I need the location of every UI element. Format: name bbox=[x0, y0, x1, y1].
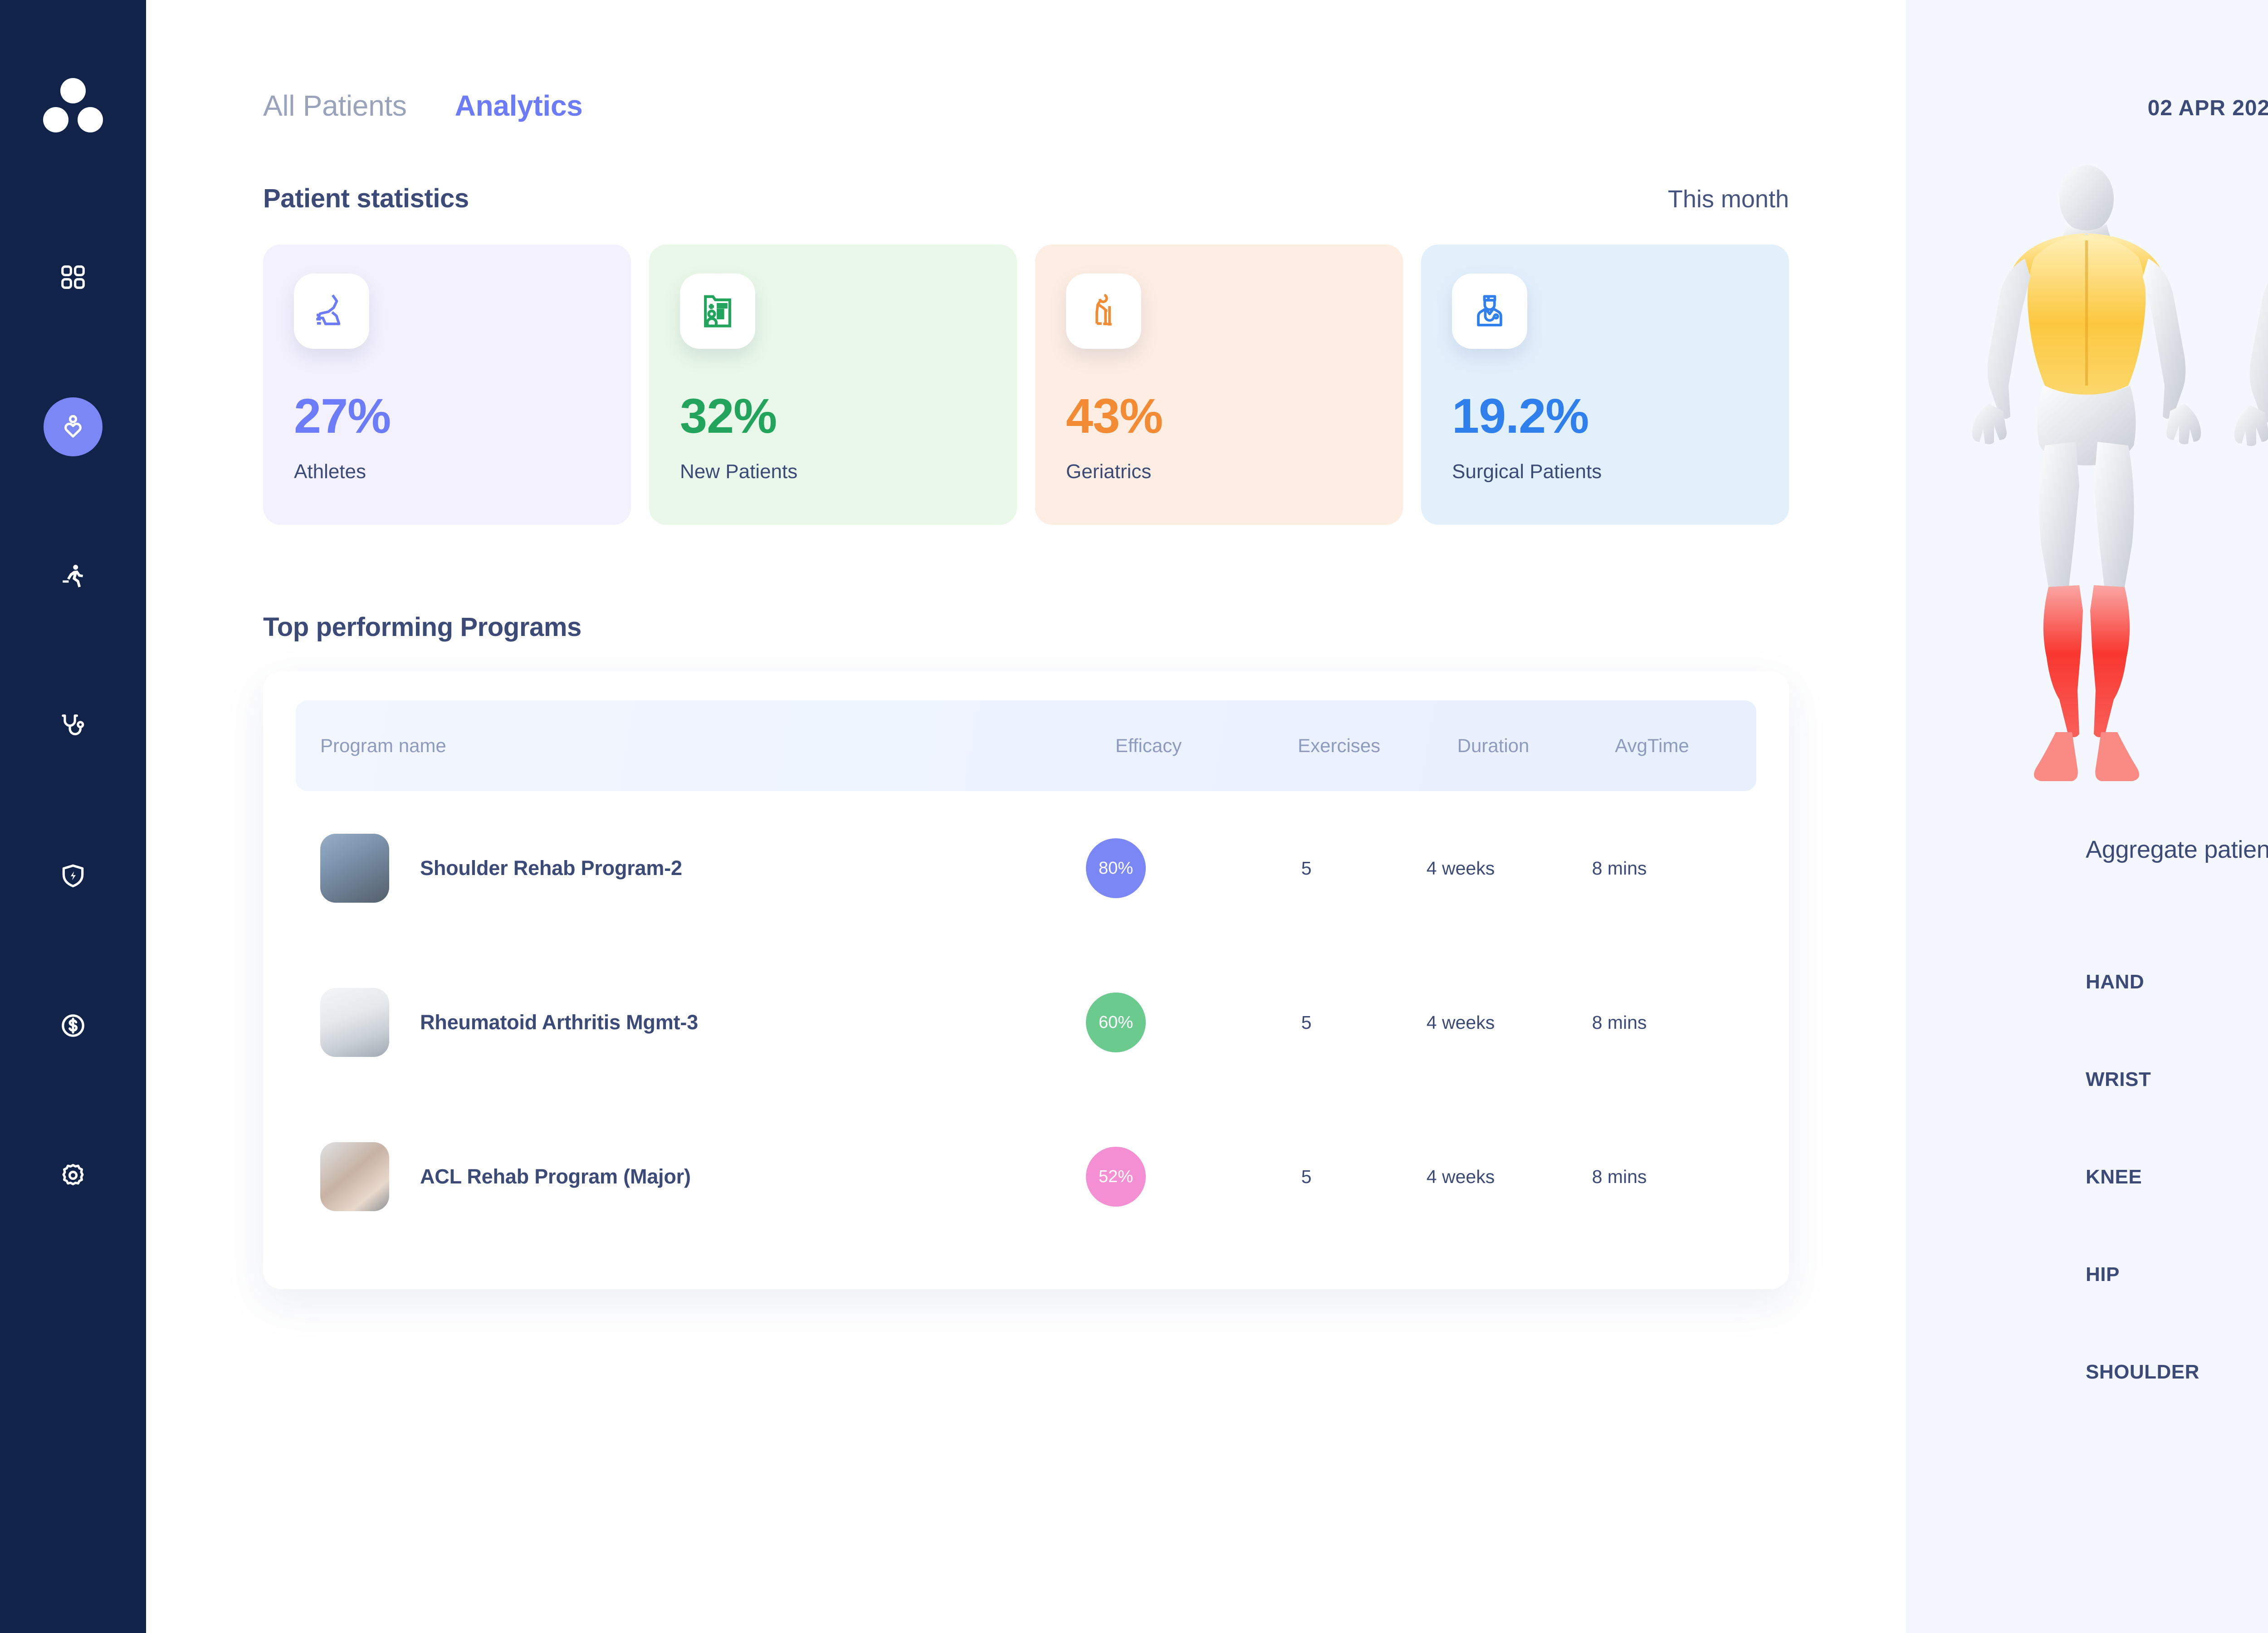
stat-card-athletes[interactable]: 27% Athletes bbox=[263, 244, 631, 525]
column-header-duration: Duration bbox=[1457, 735, 1530, 756]
patient-statistics-header: Patient statistics This month bbox=[146, 183, 1906, 214]
stat-value: 19.2% bbox=[1452, 388, 1589, 443]
stat-card-list: 27% Athletes 32% New Patients bbox=[146, 244, 1906, 525]
programs-table-card: Program name Efficacy Exercises Duration… bbox=[263, 671, 1789, 1289]
page-title: Patient statistics bbox=[263, 184, 469, 213]
column-header-efficacy: Efficacy bbox=[1115, 735, 1182, 756]
pain-region-label: HIP bbox=[2086, 1263, 2120, 1286]
shield-bolt-icon bbox=[62, 864, 84, 888]
table-row[interactable]: Shoulder Rehab Program-2 80% 5 4 weeks 8… bbox=[263, 791, 1789, 945]
column-header-exercises: Exercises bbox=[1297, 735, 1381, 756]
tab-bar: All Patients Analytics bbox=[146, 0, 1906, 122]
stat-card-surgical-patients[interactable]: 19.2% Surgical Patients bbox=[1421, 244, 1789, 525]
stat-card-geriatrics[interactable]: 43% Geriatrics bbox=[1035, 244, 1403, 525]
three-dots-logo[interactable] bbox=[41, 77, 105, 141]
exercises-value: 5 bbox=[1301, 1166, 1312, 1187]
duration-value: 4 weeks bbox=[1426, 1166, 1495, 1187]
knee-brace-icon bbox=[316, 294, 341, 325]
column-header-avgtime: AvgTime bbox=[1615, 735, 1689, 756]
list-item: HAND 5% bbox=[2086, 971, 2268, 993]
avgtime-value: 8 mins bbox=[1592, 857, 1647, 879]
stat-icon-wrapper bbox=[1452, 274, 1527, 349]
right-panel: 02 APR 2021 bbox=[1906, 0, 2268, 1633]
logo-dot-top bbox=[60, 78, 86, 103]
period-selector[interactable]: This month bbox=[1667, 186, 1789, 213]
walking-person-icon bbox=[63, 565, 83, 587]
duration-value: 4 weeks bbox=[1426, 1012, 1495, 1033]
elderly-cane-icon bbox=[1095, 293, 1112, 326]
stat-label: Geriatrics bbox=[1066, 460, 1152, 483]
efficacy-badge: 80% bbox=[1086, 838, 1146, 898]
table-row[interactable]: ACL Rehab Program (Major) 52% 5 4 weeks … bbox=[263, 1100, 1789, 1254]
list-item: SHOULDER 15% bbox=[2086, 1361, 2268, 1384]
list-item: WRIST 9% bbox=[2086, 1068, 2268, 1091]
exercises-value: 5 bbox=[1301, 1012, 1312, 1033]
sidebar bbox=[0, 0, 146, 1633]
sidebar-item-patients[interactable] bbox=[44, 397, 103, 456]
logo-dot-left bbox=[43, 107, 68, 132]
efficacy-badge: 60% bbox=[1086, 993, 1146, 1052]
stat-label: Surgical Patients bbox=[1452, 460, 1602, 483]
programs-title: Top performing Programs bbox=[263, 612, 582, 642]
right-panel-header: 02 APR 2021 bbox=[1906, 0, 2268, 133]
table-header-row: Program name Efficacy Exercises Duration… bbox=[296, 700, 1756, 791]
sidebar-item-dashboard[interactable] bbox=[44, 248, 103, 307]
current-date: 02 APR 2021 bbox=[2147, 96, 2268, 120]
list-item: HIP 12% bbox=[2086, 1263, 2268, 1286]
dollar-circle-icon bbox=[62, 1014, 84, 1037]
stat-value: 27% bbox=[294, 388, 391, 443]
heatmap-title: Aggregate patient pain heatmap bbox=[2086, 836, 2268, 863]
program-name: Shoulder Rehab Program-2 bbox=[420, 856, 682, 880]
sidebar-item-diagnostics[interactable] bbox=[44, 697, 103, 756]
table-row[interactable]: Rheumatoid Arthritis Mgmt-3 60% 5 4 week… bbox=[263, 945, 1789, 1100]
pain-heatmap-list: HAND 5% WRIST 9% KNEE 11% HIP 12% SHOULD… bbox=[2086, 971, 2268, 1384]
exercises-value: 5 bbox=[1301, 857, 1312, 879]
posterior-muscle-anatomy bbox=[1972, 165, 2201, 781]
sidebar-item-billing[interactable] bbox=[44, 996, 103, 1055]
stat-icon-wrapper bbox=[680, 274, 755, 349]
grid-dashboard-icon bbox=[61, 265, 85, 289]
stat-card-new-patients[interactable]: 32% New Patients bbox=[649, 244, 1017, 525]
stat-value: 43% bbox=[1066, 388, 1163, 443]
gear-icon bbox=[62, 1164, 84, 1185]
tab-analytics[interactable]: Analytics bbox=[455, 89, 583, 122]
tab-all-patients[interactable]: All Patients bbox=[263, 89, 407, 122]
program-name: ACL Rehab Program (Major) bbox=[420, 1165, 691, 1188]
stat-value: 32% bbox=[680, 388, 777, 443]
avgtime-value: 8 mins bbox=[1592, 1012, 1647, 1033]
doctor-icon bbox=[1477, 295, 1502, 327]
sidebar-item-security[interactable] bbox=[44, 846, 103, 905]
efficacy-badge: 52% bbox=[1086, 1147, 1146, 1207]
pain-region-label: KNEE bbox=[2086, 1166, 2142, 1188]
stat-label: New Patients bbox=[680, 460, 798, 483]
pain-region-label: HAND bbox=[2086, 971, 2145, 993]
patient-record-icon bbox=[704, 295, 731, 328]
program-thumbnail bbox=[320, 1142, 389, 1211]
pain-region-label: SHOULDER bbox=[2086, 1361, 2200, 1383]
program-name: Rheumatoid Arthritis Mgmt-3 bbox=[420, 1011, 698, 1034]
pain-region-label: WRIST bbox=[2086, 1068, 2151, 1090]
stethoscope-icon bbox=[62, 714, 84, 735]
program-thumbnail bbox=[320, 988, 389, 1057]
avgtime-value: 8 mins bbox=[1592, 1166, 1647, 1187]
body-heatmap-figures bbox=[1906, 157, 2268, 815]
list-item: KNEE 11% bbox=[2086, 1166, 2268, 1188]
anterior-muscle-anatomy bbox=[2234, 283, 2268, 446]
sidebar-item-activity[interactable] bbox=[44, 547, 103, 606]
column-header-program-name: Program name bbox=[320, 735, 446, 756]
logo-dot-right bbox=[78, 107, 103, 132]
duration-value: 4 weeks bbox=[1426, 857, 1495, 879]
stat-icon-wrapper bbox=[1066, 274, 1141, 349]
main-content: All Patients Analytics Patient statistic… bbox=[146, 0, 1906, 1633]
stat-label: Athletes bbox=[294, 460, 366, 483]
person-heart-icon bbox=[64, 415, 82, 438]
program-thumbnail bbox=[320, 834, 389, 903]
sidebar-item-settings[interactable] bbox=[44, 1146, 103, 1205]
stat-icon-wrapper bbox=[294, 274, 369, 349]
